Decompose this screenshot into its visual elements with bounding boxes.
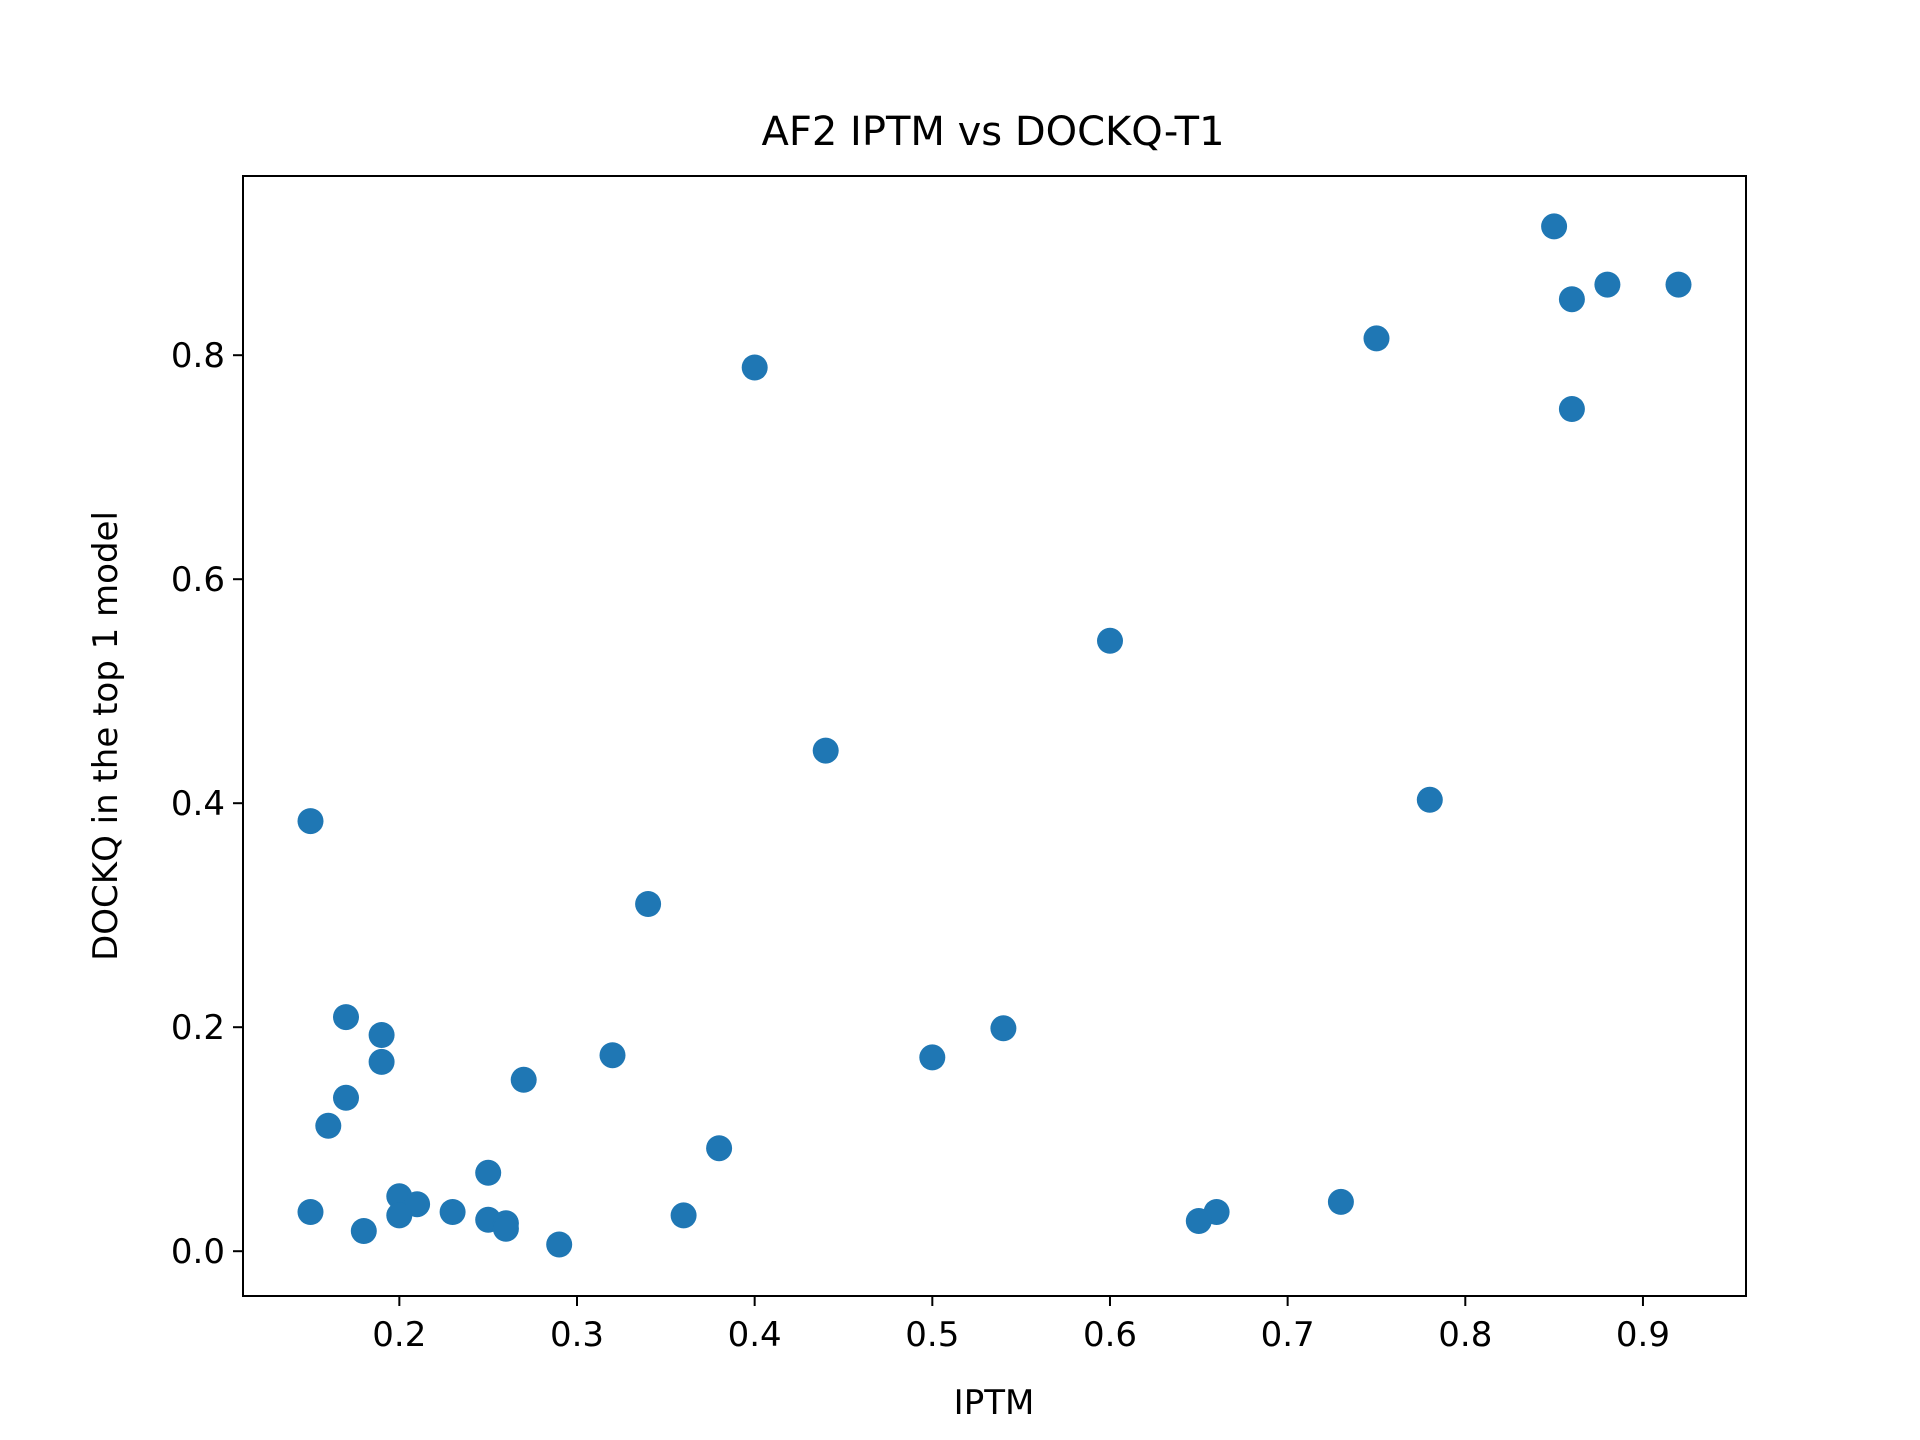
data-point	[1185, 1208, 1212, 1234]
data-point	[386, 1202, 413, 1229]
y-axis-label: DOCKQ in the top 1 model	[86, 511, 126, 961]
data-points	[297, 213, 1692, 1258]
data-point	[492, 1215, 519, 1242]
data-point	[475, 1159, 502, 1186]
data-point	[333, 1004, 359, 1031]
x-axis-ticks: 0.2 0.3 0.4 0.5 0.6 0.7 0.8 0.9	[372, 1296, 1670, 1355]
data-point	[1327, 1188, 1354, 1215]
x-tick-label: 0.4	[728, 1315, 782, 1355]
data-point	[297, 808, 324, 835]
plot-frame	[242, 175, 1747, 1297]
data-point	[741, 354, 768, 381]
x-tick-label: 0.3	[550, 1315, 604, 1355]
data-point	[350, 1218, 377, 1244]
data-point	[333, 1084, 359, 1111]
data-point	[1558, 286, 1585, 313]
x-tick-label: 0.8	[1438, 1315, 1492, 1355]
data-point	[368, 1022, 395, 1048]
y-axis-ticks: 0.0 0.2 0.4 0.6 0.8	[171, 336, 243, 1272]
data-point	[706, 1135, 733, 1162]
data-point	[368, 1048, 395, 1075]
x-axis-label: IPTM	[954, 1383, 1035, 1423]
x-tick-label: 0.7	[1261, 1315, 1315, 1355]
y-tick-label: 0.2	[171, 1008, 225, 1048]
data-point	[1594, 271, 1621, 298]
data-point	[599, 1042, 626, 1069]
y-tick-label: 0.4	[171, 784, 225, 824]
data-point	[1541, 213, 1568, 240]
data-point	[1416, 786, 1443, 813]
data-point	[1558, 396, 1585, 422]
data-point	[1665, 271, 1692, 298]
data-point	[812, 737, 839, 764]
data-point	[546, 1231, 573, 1258]
y-tick-label: 0.8	[171, 336, 225, 376]
data-point	[510, 1066, 537, 1093]
x-tick-label: 0.6	[1083, 1315, 1137, 1355]
data-point	[919, 1044, 946, 1071]
data-point	[1363, 325, 1390, 352]
x-tick-label: 0.5	[905, 1315, 959, 1355]
x-tick-label: 0.2	[372, 1315, 426, 1355]
data-point	[635, 891, 662, 917]
data-point	[990, 1015, 1017, 1042]
y-tick-label: 0.6	[171, 560, 225, 600]
data-point	[439, 1199, 466, 1225]
data-point	[1097, 627, 1123, 654]
data-point	[297, 1199, 324, 1225]
x-tick-label: 0.9	[1616, 1315, 1670, 1355]
data-point	[670, 1202, 697, 1229]
data-point	[315, 1112, 342, 1139]
y-tick-label: 0.0	[171, 1232, 225, 1272]
chart-title: AF2 IPTM vs DOCKQ-T1	[761, 109, 1224, 155]
